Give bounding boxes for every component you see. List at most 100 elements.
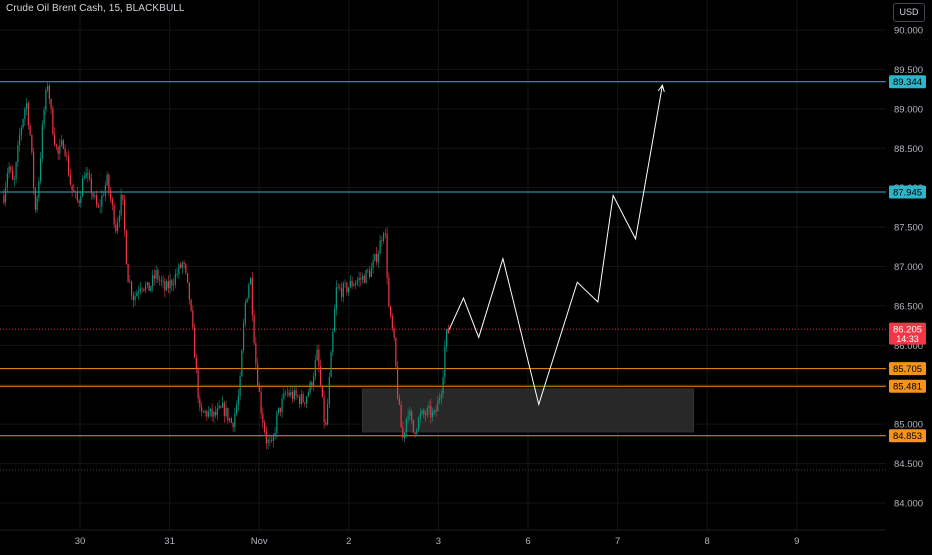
candle-body xyxy=(74,191,77,193)
y-tick-label: 89.000 xyxy=(894,104,923,115)
candle-body xyxy=(414,432,416,434)
candle-body xyxy=(328,376,330,405)
candle-body xyxy=(223,402,225,417)
candle-body xyxy=(76,191,78,201)
candle-body xyxy=(73,190,75,192)
candle-body xyxy=(102,195,105,197)
candle-body xyxy=(69,175,71,185)
candle-body xyxy=(251,278,253,316)
candle-body xyxy=(162,281,164,282)
candle-body xyxy=(444,346,446,378)
candle-body xyxy=(199,398,201,408)
candle-body xyxy=(106,174,108,186)
candle-body xyxy=(386,233,388,278)
candle-body xyxy=(176,273,178,275)
projection-arrowhead xyxy=(657,84,665,93)
candle-body xyxy=(370,268,372,277)
candle-body xyxy=(8,166,10,174)
candle-body xyxy=(293,390,295,399)
resistance-price-label-bg xyxy=(889,185,926,199)
candle-body xyxy=(403,432,406,438)
candle-body xyxy=(31,134,33,153)
candle-body xyxy=(326,404,329,425)
candle-body xyxy=(234,413,236,428)
candle-body xyxy=(127,264,129,283)
candle-body xyxy=(290,391,292,396)
candle-body xyxy=(430,405,432,418)
candle-body xyxy=(3,195,5,203)
candle-body xyxy=(24,109,26,120)
candle-body xyxy=(157,270,159,280)
candle-body xyxy=(279,407,281,413)
candle-body xyxy=(195,357,197,369)
candle-body xyxy=(134,296,136,301)
y-tick-label: 88.500 xyxy=(894,144,923,155)
candle-body xyxy=(207,411,210,417)
candle-body xyxy=(11,170,14,180)
candle-body xyxy=(431,411,434,418)
candle-body xyxy=(108,174,110,191)
candle-body xyxy=(241,350,243,377)
candle-body xyxy=(438,398,441,401)
candle-body xyxy=(129,281,131,283)
resistance-price-label: 89.344 xyxy=(893,77,922,88)
x-tick-label: 9 xyxy=(794,536,799,547)
candle-body xyxy=(311,382,313,387)
candle-body xyxy=(115,224,117,232)
candle-body xyxy=(381,240,383,241)
candle-body xyxy=(4,187,7,203)
candle-body xyxy=(286,392,288,394)
x-tick-label: 2 xyxy=(346,536,351,547)
candle-body xyxy=(29,125,31,135)
candle-body xyxy=(395,337,397,367)
candle-body xyxy=(281,398,283,413)
time-axis[interactable]: 30 31 Nov 2 3 6 7 8 9 xyxy=(75,536,800,547)
candle-body xyxy=(172,284,175,286)
candle-body xyxy=(330,351,332,377)
candle-body xyxy=(214,411,217,416)
x-tick-label: 30 xyxy=(75,536,86,547)
candle-body xyxy=(375,253,378,263)
candle-body xyxy=(101,195,103,207)
candle-body xyxy=(125,230,127,265)
candle-body xyxy=(244,302,246,324)
candle-body xyxy=(171,280,173,286)
candle-body xyxy=(141,288,143,290)
y-tick-label: 86.000 xyxy=(894,341,923,352)
candle-body xyxy=(144,285,147,291)
candle-body xyxy=(32,152,35,189)
resistance-price-label: 87.945 xyxy=(893,187,922,198)
candle-body xyxy=(396,366,399,399)
support-price-label: 84.853 xyxy=(893,431,922,442)
candle-body xyxy=(20,127,22,135)
candle-body xyxy=(57,146,59,154)
support-price-label-bg xyxy=(889,429,926,443)
demand-zone-layer xyxy=(361,388,695,433)
candle-body xyxy=(123,199,126,231)
candle-body xyxy=(88,174,91,179)
candle-body xyxy=(36,197,38,210)
candle-body xyxy=(242,323,245,351)
candle-body xyxy=(139,288,141,292)
candle-body xyxy=(337,287,339,288)
candle-body xyxy=(277,407,280,414)
projection-layer xyxy=(448,84,665,407)
candle-body xyxy=(445,329,448,347)
candle-body xyxy=(148,282,150,291)
candle-body xyxy=(272,435,274,441)
candle-body xyxy=(276,413,278,433)
candle-body xyxy=(239,376,241,397)
candle-body xyxy=(179,264,182,268)
currency-button[interactable]: USD xyxy=(893,3,925,22)
candle-body xyxy=(197,368,199,399)
candle-body xyxy=(248,284,250,299)
candle-body xyxy=(400,404,402,428)
candle-body xyxy=(192,310,194,328)
candle-body xyxy=(256,364,259,386)
candle-body xyxy=(323,397,325,423)
candle-body xyxy=(116,222,119,232)
candle-body xyxy=(188,282,190,300)
y-tick-label: 86.500 xyxy=(894,301,923,312)
